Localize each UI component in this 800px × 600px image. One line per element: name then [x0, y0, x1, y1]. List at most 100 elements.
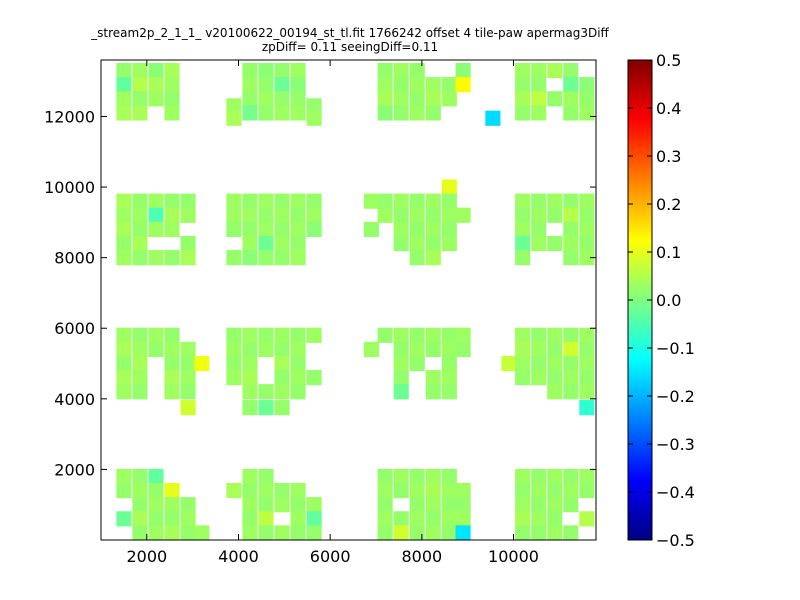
heatmap-cell [393, 468, 409, 485]
heatmap-cell [563, 250, 579, 266]
heatmap-cell [393, 327, 409, 343]
heatmap-cell [409, 193, 425, 209]
heatmap-cell [393, 91, 409, 107]
heatmap-cell [579, 221, 595, 237]
heatmap-cell [164, 483, 180, 499]
heatmap-cell [116, 91, 132, 107]
heatmap-cell [274, 77, 290, 93]
heatmap-cell [377, 525, 393, 541]
heatmap-cell [409, 235, 425, 252]
heatmap-cell [258, 483, 274, 499]
heatmap-cell [164, 525, 180, 541]
heatmap-cell [164, 221, 180, 237]
heatmap-cell [441, 483, 457, 499]
heatmap-cell [515, 355, 531, 372]
heatmap-cell [306, 207, 322, 223]
heatmap-cell [164, 341, 180, 357]
heatmap-cell [579, 341, 595, 357]
heatmap-cell [441, 193, 457, 209]
heatmap-cell [258, 511, 274, 527]
heatmap-cell [393, 105, 409, 121]
colorbar-tick-label: 0.4 [656, 99, 681, 118]
heatmap-cell [242, 468, 258, 485]
heatmap-cell [132, 235, 148, 252]
heatmap-cell [441, 91, 457, 107]
heatmap-cell [306, 511, 322, 527]
heatmap-cell [441, 341, 457, 357]
heatmap-cell [409, 468, 425, 485]
heatmap-cell [393, 370, 409, 386]
heatmap-cell [306, 497, 322, 513]
heatmap-cell [274, 207, 290, 223]
heatmap-cell [455, 497, 471, 513]
heatmap-cell [258, 468, 274, 485]
heatmap-cell [441, 179, 457, 195]
heatmap-cell [547, 497, 563, 513]
heatmap-cell [290, 511, 306, 527]
heatmap-cell [531, 91, 547, 107]
heatmap-cell [393, 384, 409, 400]
heatmap-cell [515, 235, 531, 252]
heatmap-cell [132, 468, 148, 485]
heatmap-cell [274, 525, 290, 541]
heatmap-cell [425, 483, 441, 499]
heatmap-cell [393, 483, 409, 499]
colorbar-tick-label: −0.1 [656, 339, 695, 358]
heatmap-cell [515, 511, 531, 527]
heatmap-cell [531, 370, 547, 386]
heatmap-cell [515, 327, 531, 343]
heatmap-cell [547, 235, 563, 252]
heatmap-cell [393, 77, 409, 93]
heatmap-cell [563, 355, 579, 372]
heatmap-cell [148, 77, 164, 93]
heatmap-cell [164, 105, 180, 121]
heatmap-cell [515, 221, 531, 237]
heatmap-cell [409, 221, 425, 237]
heatmap-cell [274, 250, 290, 266]
heatmap-cell [441, 497, 457, 513]
heatmap-cell [563, 525, 579, 541]
heatmap-cell [579, 91, 595, 107]
heatmap-cell [164, 91, 180, 107]
heatmap-cell [425, 221, 441, 237]
heatmap-cell [180, 341, 196, 357]
heatmap-cell [409, 63, 425, 79]
heatmap-cell [425, 468, 441, 485]
heatmap-cell [180, 250, 196, 266]
heatmap-cell [455, 525, 471, 541]
heatmap-cell [425, 341, 441, 357]
x-axis: 2000 4000 6000 8000 10000 [126, 60, 539, 566]
heatmap-cell [226, 98, 242, 114]
heatmap-cell [531, 105, 547, 121]
heatmap-cell [515, 497, 531, 513]
colorbar-tick-label: 0.0 [656, 291, 681, 310]
heatmap-cell [425, 525, 441, 541]
heatmap-cell [531, 327, 547, 343]
heatmap-cell [563, 77, 579, 93]
heatmap-cell [290, 497, 306, 513]
heatmap-cell [290, 341, 306, 357]
heatmap-cell [274, 384, 290, 400]
heatmap-cell [116, 483, 132, 499]
heatmap-cell [579, 327, 595, 343]
heatmap-cell [515, 63, 531, 79]
heatmap-cell [425, 207, 441, 223]
heatmap-cell [515, 468, 531, 485]
heatmap-cell [180, 497, 196, 513]
heatmap-cell [242, 207, 258, 223]
heatmap-cell [393, 511, 409, 527]
heatmap-cell [116, 77, 132, 93]
heatmap-cell [377, 468, 393, 485]
heatmap-cell [377, 497, 393, 513]
heatmap-cell [242, 384, 258, 400]
heatmap-cell [393, 355, 409, 372]
heatmap-cell [148, 207, 164, 223]
heatmap-cell [425, 497, 441, 513]
heatmap-cell [563, 341, 579, 357]
heatmap-cell [116, 105, 132, 121]
heatmap-cell [563, 221, 579, 237]
heatmap-cell [563, 468, 579, 485]
heatmap-cell [116, 235, 132, 252]
heatmap-cell [425, 384, 441, 400]
heatmap-cell [132, 63, 148, 79]
